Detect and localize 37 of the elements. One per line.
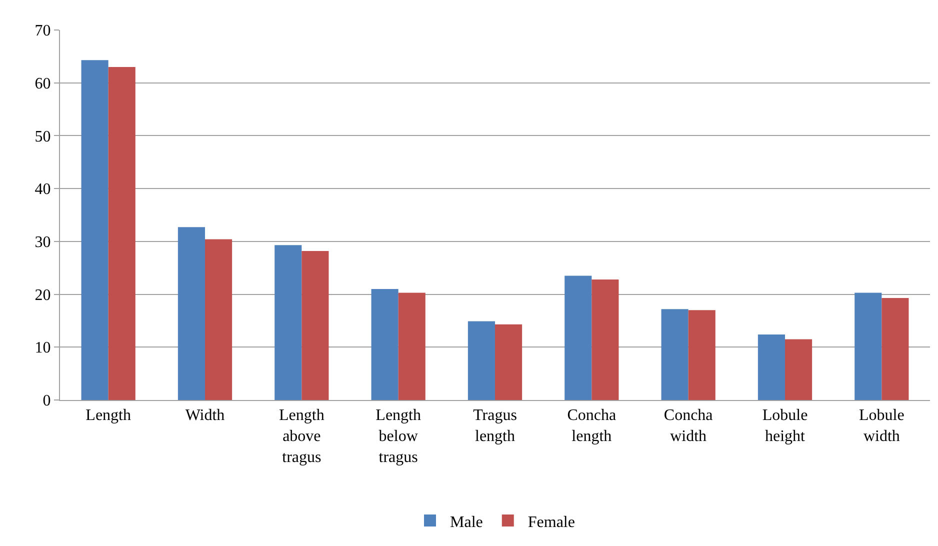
x-tick-label: Length bbox=[86, 407, 131, 424]
y-tick-label: 40 bbox=[34, 181, 51, 198]
x-tick-label: Tragus length bbox=[473, 407, 517, 445]
x-tick-label: Concha length bbox=[567, 407, 616, 445]
legend-label: Female bbox=[528, 514, 575, 531]
y-tick-label: 20 bbox=[34, 286, 51, 304]
bar bbox=[564, 276, 592, 400]
x-tick-label: Length above tragus bbox=[279, 407, 324, 466]
y-tick-label: 10 bbox=[34, 340, 51, 357]
bar bbox=[688, 310, 716, 400]
bar bbox=[758, 334, 785, 400]
bar bbox=[882, 298, 909, 400]
y-tick-label: 70 bbox=[34, 22, 51, 40]
x-tick-label: Width bbox=[185, 407, 225, 424]
y-tick-label: 60 bbox=[34, 75, 51, 92]
bar bbox=[495, 324, 522, 400]
bar bbox=[274, 245, 302, 400]
bar bbox=[371, 289, 398, 400]
bar bbox=[81, 60, 108, 400]
bar bbox=[178, 227, 205, 400]
bar bbox=[302, 250, 329, 400]
bar bbox=[205, 239, 232, 400]
bar bbox=[854, 292, 882, 400]
x-tick-label: Lobule height bbox=[762, 407, 808, 445]
bar bbox=[468, 321, 495, 400]
x-tick-label: Concha width bbox=[664, 407, 713, 445]
y-tick-label: 30 bbox=[34, 234, 51, 252]
bar bbox=[661, 309, 688, 400]
y-tick-label: 0 bbox=[42, 392, 51, 410]
legend-label: Male bbox=[450, 514, 483, 531]
bar bbox=[398, 292, 426, 400]
bar bbox=[592, 279, 619, 400]
x-tick-label: Length below tragus bbox=[376, 407, 421, 466]
y-tick-label: 50 bbox=[34, 128, 51, 146]
x-tick-label: Lobule width bbox=[859, 407, 904, 445]
bar bbox=[108, 67, 136, 400]
bar bbox=[785, 339, 812, 400]
